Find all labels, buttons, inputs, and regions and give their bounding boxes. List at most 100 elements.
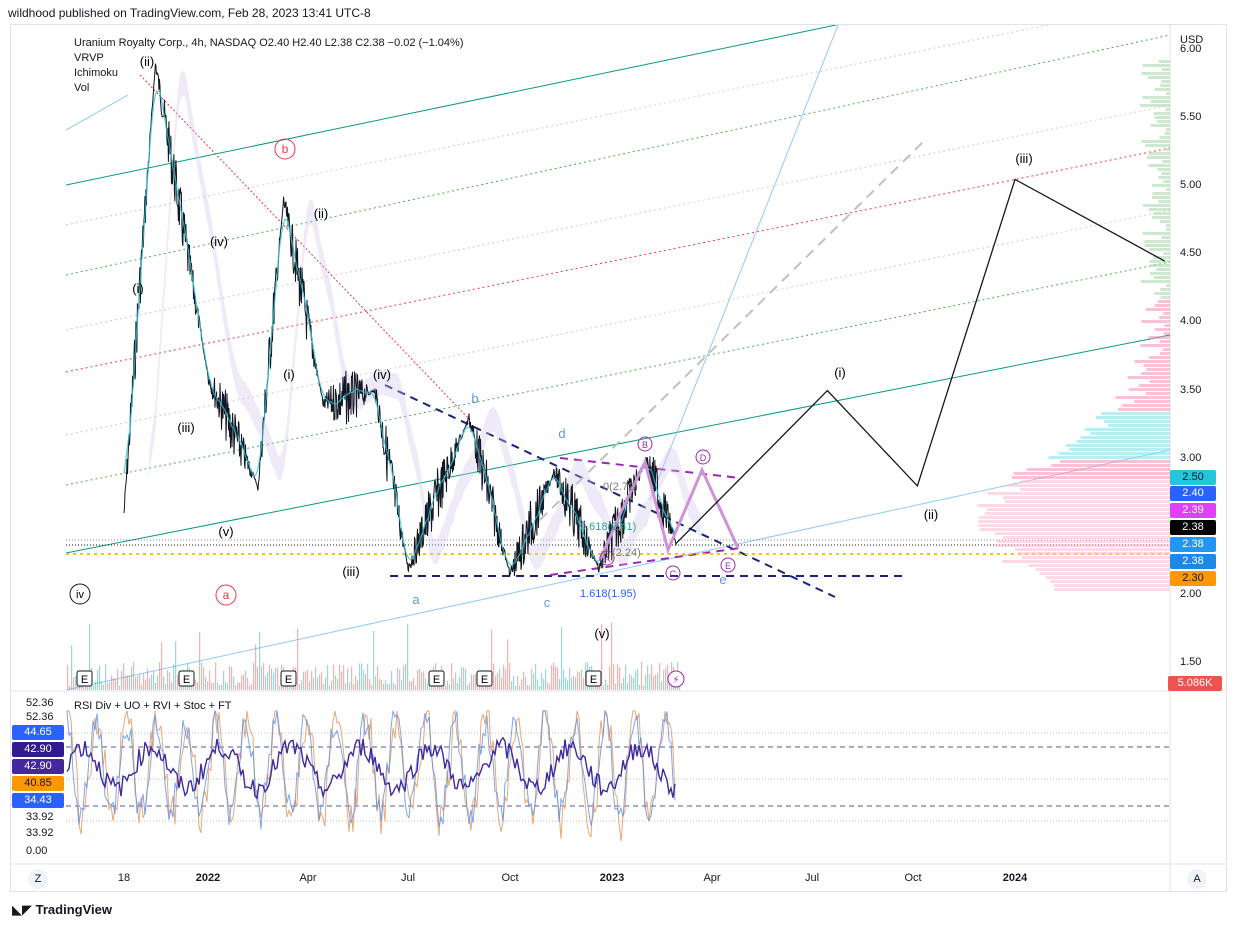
volume-bar [335,675,337,690]
volume-profile-row [1107,424,1170,427]
volume-profile-row [1058,452,1170,455]
volume-bar [113,677,115,690]
indicator-vrvp[interactable]: VRVP [74,52,104,64]
fib-line-grey-1 [66,25,1050,226]
fib-line-green-1 [66,34,1170,276]
volume-profile-row [1155,328,1170,331]
volume-bar [143,673,145,690]
volume-profile-row [1140,104,1170,107]
volume-bar [263,662,265,690]
volume-bar [393,682,395,690]
indicator-vol[interactable]: Vol [74,82,90,94]
volume-bar [169,672,171,690]
volume-bar [561,627,563,690]
symbol-line[interactable]: Uranium Royalty Corp., 4h, NASDAQ O2.40 … [74,37,464,49]
volume-profile-row [1166,92,1170,95]
volume-bar [341,671,343,690]
volume-bar [539,685,541,690]
indicator-tick: 33.92 [26,811,54,823]
volume-bar [331,680,333,690]
volume-profile-row [1084,428,1170,431]
fib-label: 0.618(2.41) [580,521,636,533]
volume-profile-row [1154,304,1170,307]
volume-bar [71,645,73,690]
volume-bar [613,663,615,690]
log-scale-button[interactable]: Z [28,869,48,889]
volume-bar [577,671,579,690]
event-markers[interactable]: E E E E E E ⚡ [76,670,685,688]
volume-profile-row [1152,184,1170,187]
auto-scale-button[interactable]: A [1187,869,1207,889]
volume-bar [237,682,239,690]
volume-bar [139,673,141,690]
volume-bar [507,639,509,690]
volume-bar [217,682,219,690]
volume-bar [661,681,663,690]
volume-bar [663,670,665,690]
volume-bar [117,668,119,690]
price-tag: 2.30 [1170,571,1216,586]
volume-bar [545,669,547,690]
volume-profile-row [987,508,1170,511]
volume-bar [617,663,619,690]
volume-bar [557,667,559,690]
volume-bar [667,664,669,690]
volume-bar [571,677,573,690]
volume-profile-row [1158,60,1170,63]
volume-bar [223,670,225,690]
volume-profile-row [1142,232,1170,235]
fib-line-red [66,147,1170,373]
volume-profile-row [1159,220,1170,223]
channel-line-upper [66,25,839,186]
volume-bar [549,684,551,690]
indicator-tick: 52.36 [26,711,54,723]
volume-profile-row [979,528,1170,531]
volume-bar [159,662,161,690]
volume-profile-row [1144,244,1170,247]
volume-bar [603,685,605,690]
volume-bar [491,629,493,690]
volume-bar [219,685,221,690]
volume-profile-row [1115,396,1170,399]
volume-bar [305,671,307,690]
volume-bar [115,678,117,690]
volume-bar [243,674,245,690]
volume-bar [339,664,341,690]
price-tag: 2.39 [1170,503,1216,518]
earnings-marker: E [433,674,440,686]
kijun-line [123,90,677,567]
volume-profile-row [1142,64,1170,67]
volume-profile-row [1163,332,1170,335]
volume-bar [559,678,561,690]
volume-bar [635,670,637,690]
lightning-icon [667,670,685,688]
volume-profile-row [1153,256,1170,259]
volume-bar [473,674,475,690]
volume-profile-row [1013,472,1170,475]
time-tick: Jul [400,872,416,884]
volume-profile-row [1159,316,1170,319]
volume-bar [383,683,385,690]
price-tag: 2.38 [1170,554,1216,569]
volume-profile-row [1076,440,1170,443]
volume-profile-row [1127,376,1170,379]
volume-profile-row [1118,408,1170,411]
volume-profile-row [1149,260,1170,263]
volume-bar [411,681,413,690]
indicator-title[interactable]: RSI Div + UO + RVI + Stoc + FT [74,700,232,712]
volume-profile-row [1158,176,1170,179]
volume-profile-row [1144,240,1170,243]
volume-profile-row [1160,296,1170,299]
volume-bar [245,670,247,690]
volume-bar [495,675,497,690]
volume-bar [103,684,105,690]
wave-label-purple: B [642,440,648,450]
volume-profile-row [1158,200,1170,203]
volume-profile-row [1138,384,1170,387]
wave-labels: (ii) (iv) (i) (iii) (v) (ii) (i) (iv) (i… [69,54,1033,641]
volume-bar [85,684,87,690]
volume-bar [535,664,537,690]
indicator-ichimoku[interactable]: Ichimoku [74,67,119,79]
volume-bar [531,669,533,690]
